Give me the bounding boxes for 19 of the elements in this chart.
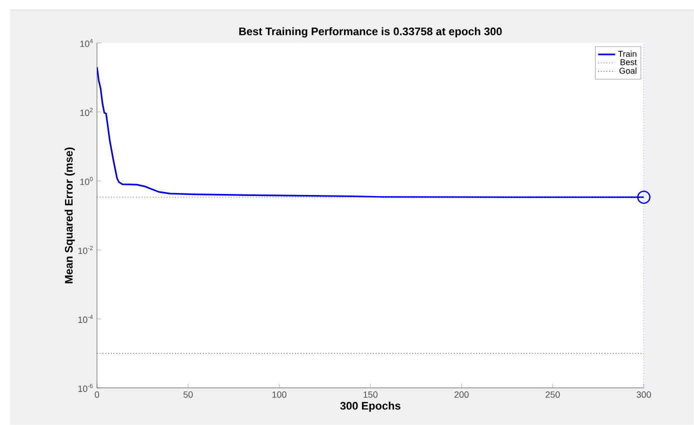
legend-label: Best: [620, 59, 637, 66]
y-tick-label: 10$^{-6}$: [78, 384, 93, 392]
x-tick-label: 150: [364, 391, 378, 398]
x-axis-title: 300 Epochs: [340, 402, 400, 412]
x-tick-label: 300: [636, 391, 651, 398]
legend-label: Goal: [619, 68, 636, 74]
y-tick-label: 10$^{-2}$: [78, 246, 93, 254]
x-tick-label: 0: [94, 391, 100, 398]
x-tick-label: 200: [454, 391, 469, 398]
x-tick-label: 250: [546, 391, 560, 398]
y-tick-label: 10$^{4}$: [80, 39, 93, 48]
y-tick-label: 10$^{-4}$: [78, 314, 93, 323]
x-tick-label: 50: [183, 391, 193, 398]
y-axis-title: Mean Squared Error (mse): [64, 148, 75, 284]
legend-label: Train: [618, 50, 636, 57]
y-tick-label: 10$^{2}$: [80, 108, 93, 116]
chart-title: Best Training Performance is 0.33758 at epoch 300: [239, 27, 502, 38]
x-tick-label: 100: [272, 391, 286, 398]
y-tick-label: 10$^{0}$: [80, 176, 93, 186]
